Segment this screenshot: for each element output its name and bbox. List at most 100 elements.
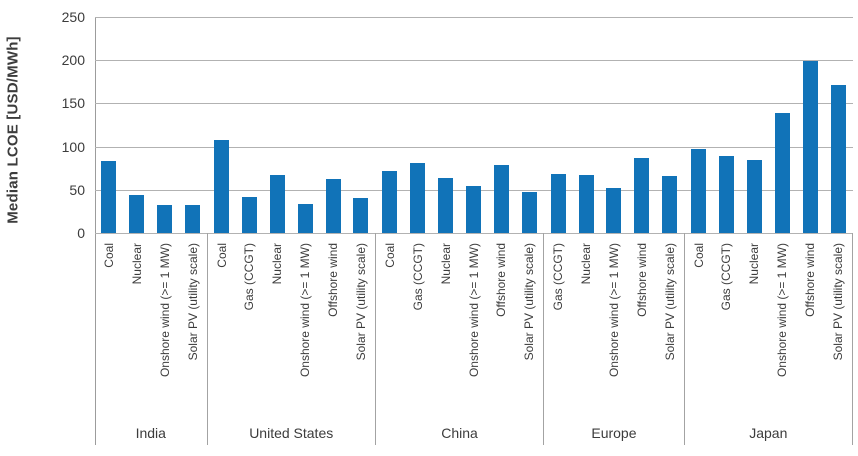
bar-group-japan [685,17,853,233]
bar [297,203,313,233]
tech-label-slot: Solar PV (utility scale) [656,233,684,445]
tech-label: Coal [691,243,706,268]
bar [214,139,229,233]
bar [691,149,707,233]
label-group-europe: Gas (CCGT) Nuclear Onshore wind (>= 1 MW) O… [544,233,685,445]
tech-label-slot: Onshore wind (>= 1 MW) [768,233,796,445]
gridline [95,17,853,18]
tech-label: Nuclear [270,243,285,285]
tech-label-slot: Onshore wind (>= 1 MW) [291,233,319,445]
bar-slot [740,17,768,233]
bar-slot [179,17,207,233]
group-label: China [441,425,478,441]
tech-label-slot: Offshore wind [628,233,656,445]
tech-label: Gas (CCGT) [410,243,425,311]
tech-label-slots: Coal Gas (CCGT) Nuclear Onshore wind (>= 1 … [376,233,543,445]
bar [521,192,537,233]
tech-label-slot: Onshore wind (>= 1 MW) [460,233,488,445]
tech-label: Solar PV (utility scale) [831,243,846,361]
bar [353,198,369,233]
group-label: Japan [749,425,788,441]
y-tick-label: 200 [61,52,85,69]
tech-label: Gas (CCGT) [242,243,257,311]
bar-slot [656,17,684,233]
bar [493,164,509,233]
tech-label: Coal [101,243,116,268]
tech-label-slot: Nuclear [572,233,600,445]
bar-slot [487,17,515,233]
x-axis-labels-area: Coal Nuclear Onshore wind (>= 1 MW) Solar P… [95,233,853,445]
bar [774,112,790,233]
bar [438,177,454,233]
bar-slot [460,17,488,233]
label-group-united-states: Coal Gas (CCGT) Nuclear Onshore wind (>= 1 … [208,233,376,445]
bar [802,61,818,233]
y-tick-label: 100 [61,138,85,155]
tech-label-slot: Coal [376,233,404,445]
tech-label: Solar PV (utility scale) [353,243,368,361]
tech-label: Solar PV (utility scale) [185,243,200,361]
bar [578,175,594,233]
y-tick-label: 150 [61,95,85,112]
tech-label: Nuclear [579,243,594,285]
bar [157,205,173,233]
tech-label: Onshore wind (>= 1 MW) [298,243,313,378]
tech-label-slots: Coal Gas (CCGT) Nuclear Onshore wind (>= 1 … [685,233,852,445]
bars-row [95,17,853,233]
group-label: India [135,425,166,441]
bar-slot [208,17,236,233]
tech-label-slot: Offshore wind [319,233,347,445]
tech-label-slot: Solar PV (utility scale) [824,233,852,445]
bar-slot [376,17,404,233]
bar [410,163,426,233]
gridline [95,146,853,148]
bar-slot [95,17,123,233]
bar [718,156,734,233]
label-group-japan: Coal Gas (CCGT) Nuclear Onshore wind (>= 1 … [685,233,853,445]
bar-slot [404,17,432,233]
bar-slot [544,17,572,233]
tech-label-slot: Offshore wind [796,233,824,445]
y-axis-title: Median LCOE [USD/MWh] [4,36,22,224]
tech-label-slot: Solar PV (utility scale) [179,233,207,445]
label-group-india: Coal Nuclear Onshore wind (>= 1 MW) Solar P… [95,233,208,445]
tech-label: Nuclear [438,243,453,285]
bar-group-china [376,17,544,233]
y-tick-label: 0 [77,225,85,241]
tech-label: Gas (CCGT) [719,243,734,311]
bar-slot [768,17,796,233]
tech-label: Onshore wind (>= 1 MW) [466,243,481,378]
tech-label: Gas (CCGT) [551,243,566,311]
bar-group-united-states [208,17,376,233]
bar [185,205,201,233]
tech-label: Nuclear [747,243,762,285]
tech-label: Onshore wind (>= 1 MW) [606,243,621,378]
gridline [95,103,853,105]
tech-label-slot: Gas (CCGT) [235,233,263,445]
bar [466,186,481,233]
tech-label-slot: Solar PV (utility scale) [347,233,375,445]
tech-label: Coal [382,243,397,268]
tech-label-slot: Gas (CCGT) [404,233,432,445]
bar-group-india [95,17,208,233]
bar-slot [713,17,741,233]
tech-label: Offshore wind [494,243,509,317]
bar [830,85,846,233]
bar [606,188,622,233]
tech-label-slots: Gas (CCGT) Nuclear Onshore wind (>= 1 MW) O… [544,233,683,445]
bar-slot [263,17,291,233]
tech-label: Solar PV (utility scale) [522,243,537,361]
gridline [95,60,853,62]
bar-slot [319,17,347,233]
label-group-china: Coal Gas (CCGT) Nuclear Onshore wind (>= 1 … [376,233,545,445]
bar-slot [628,17,656,233]
y-axis-line [95,17,96,445]
gridline [95,233,853,234]
tech-label-slot: Coal [95,233,123,445]
bar-group-europe [544,17,684,233]
tech-label-slot: Nuclear [263,233,291,445]
bar-slot [824,17,852,233]
tech-label-slot: Coal [685,233,713,445]
bar [269,175,285,233]
tech-label-slot: Offshore wind [487,233,515,445]
